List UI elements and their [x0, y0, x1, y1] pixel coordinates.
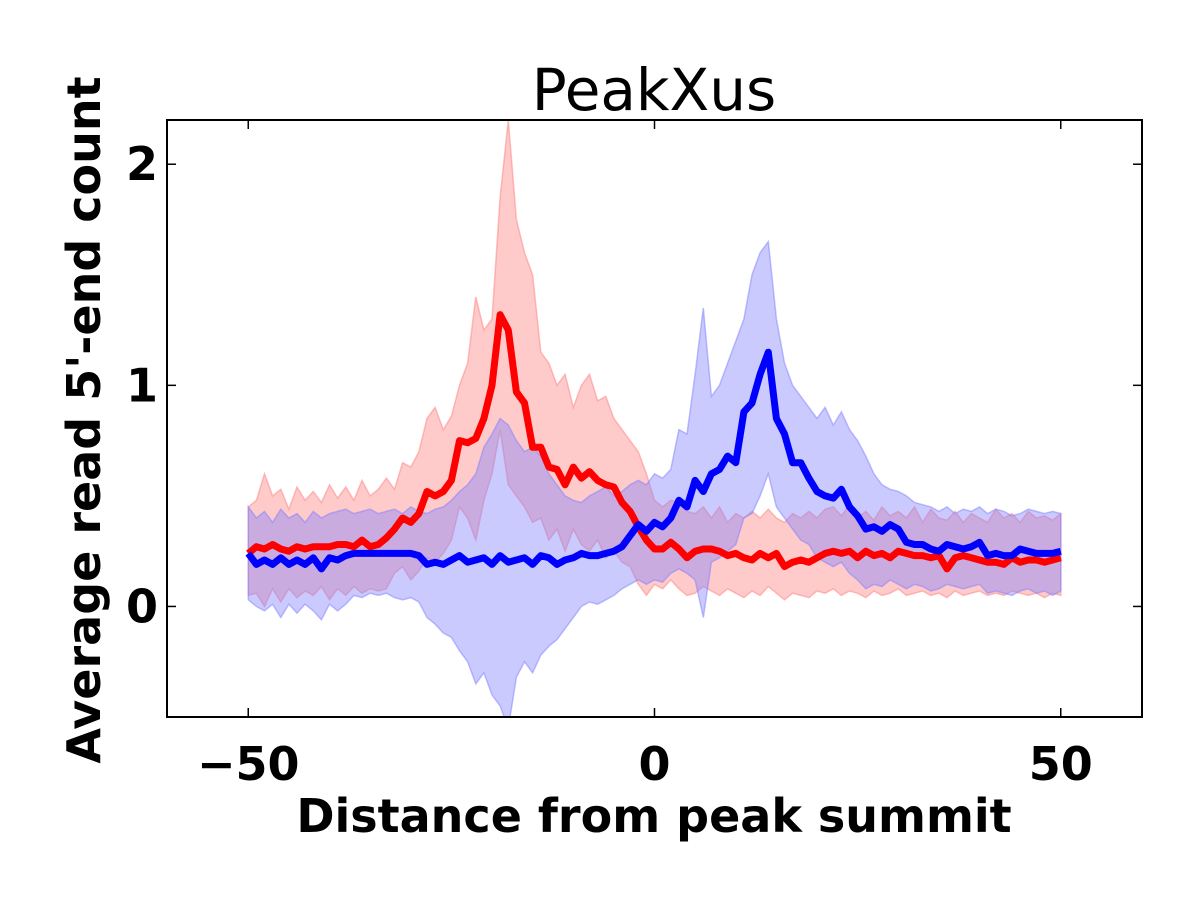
series-0-line — [246, 311, 1062, 573]
plot-frame — [166, 119, 1143, 718]
tick-group: −50 0 50 0 1 2 — [126, 120, 1142, 791]
series-1-line — [245, 348, 1062, 573]
y-tick-label: 2 — [126, 137, 158, 191]
x-tick-label: −50 — [197, 737, 300, 791]
x-tick-label: 50 — [1029, 737, 1093, 791]
plot-area — [245, 120, 1062, 717]
y-tick-label: 0 — [126, 579, 158, 633]
y-tick-label: 1 — [126, 358, 158, 412]
x-axis-label: Distance from peak summit — [296, 789, 1011, 843]
series-1-band — [247, 239, 1062, 717]
chart-title: PeakXus — [532, 56, 776, 124]
x-tick-label: 0 — [638, 737, 670, 791]
y-axis-label: Average read 5'-end count — [57, 76, 111, 763]
